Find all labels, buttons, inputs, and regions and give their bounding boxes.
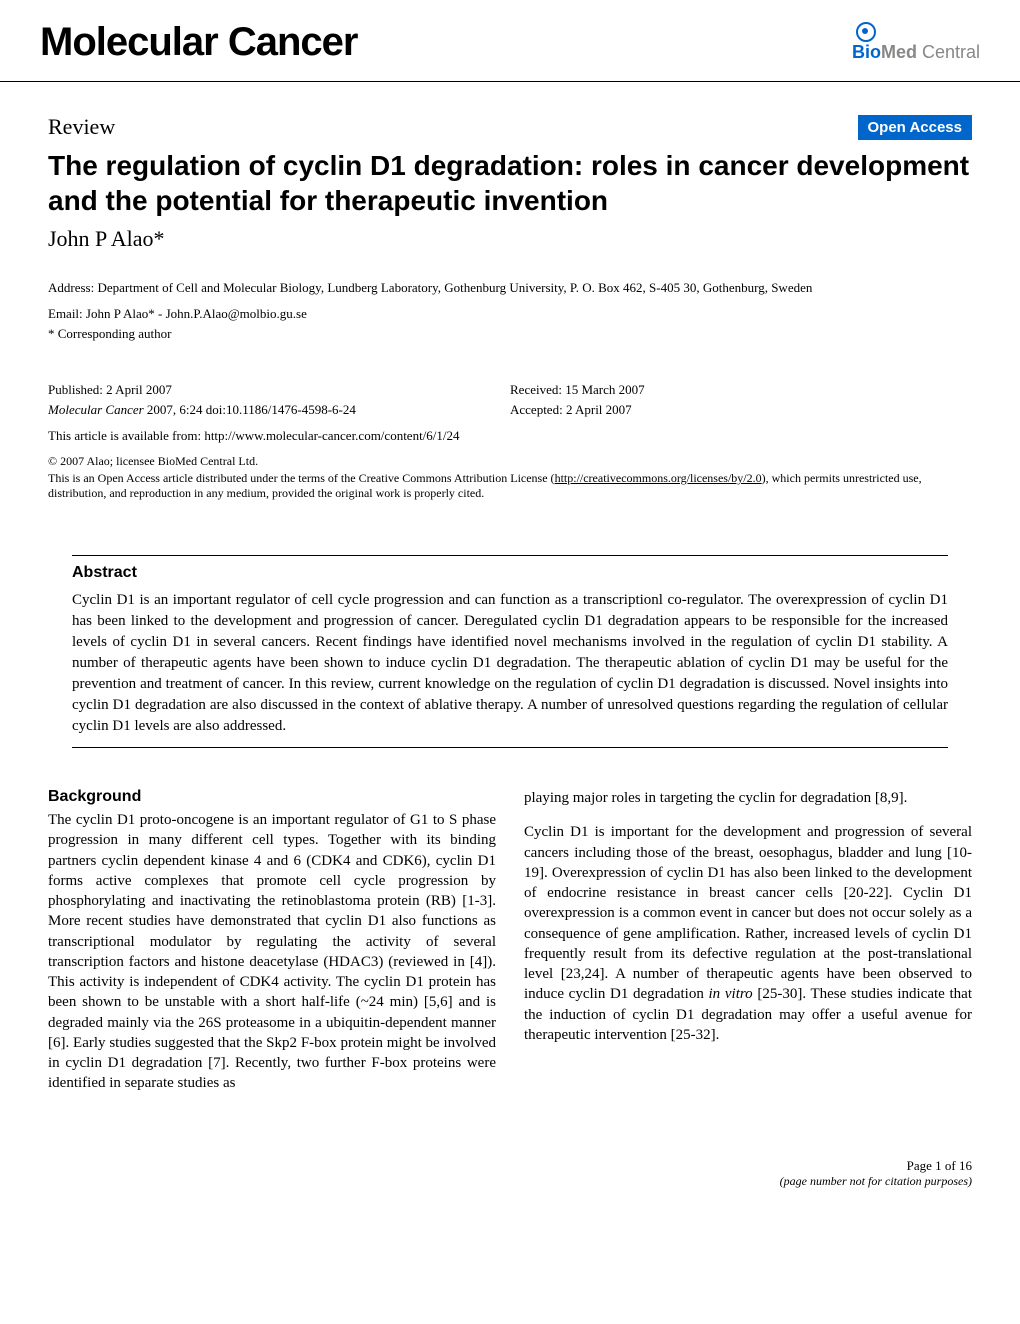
body-left-p1: The cyclin D1 proto-oncogene is an impor… [48,810,496,1094]
review-label: Review [48,114,115,140]
page-footer: Page 1 of 16 (page number not for citati… [0,1108,1020,1209]
logo-bio: Bio [852,42,881,62]
body-column-right: playing major roles in targeting the cyc… [524,788,972,1108]
citation-details: 2007, 6:24 doi:10.1186/1476-4598-6-24 [144,402,356,417]
body-right-text: playing major roles in targeting the cyc… [524,788,972,1045]
body-right-p1: playing major roles in targeting the cyc… [524,788,972,808]
open-access-badge: Open Access [858,115,973,140]
copyright: © 2007 Alao; licensee BioMed Central Ltd… [48,454,972,469]
article-title: The regulation of cyclin D1 degradation:… [48,148,972,218]
abstract-rule-top [72,555,948,556]
author-address: Address: Department of Cell and Molecula… [48,280,972,296]
page-note: (page number not for citation purposes) [48,1174,972,1189]
license-text: This is an Open Access article distribut… [48,471,972,501]
logo-central: Central [917,42,980,62]
body-right-p2a: Cyclin D1 is important for the developme… [524,824,972,1002]
logo-med: Med [881,42,917,62]
accepted-date: Accepted: 2 April 2007 [510,402,972,418]
abstract-section: Abstract Cyclin D1 is an important regul… [72,555,948,748]
abstract-rule-bottom [72,747,948,748]
body-left-text: The cyclin D1 proto-oncogene is an impor… [48,810,496,1094]
author-email: Email: John P Alao* - John.P.Alao@molbio… [48,306,972,322]
published-date: Published: 2 April 2007 [48,382,510,398]
corresponding-note: * Corresponding author [48,326,972,342]
article-front-matter: Review Open Access The regulation of cyc… [0,82,1020,523]
url-prefix: This article is available from: [48,428,204,443]
abstract-heading: Abstract [72,564,948,582]
citation-journal: Molecular Cancer [48,402,144,417]
article-url[interactable]: http://www.molecular-cancer.com/content/… [204,428,459,443]
author-name: John P Alao* [48,226,972,252]
body-right-p2: Cyclin D1 is important for the developme… [524,822,972,1045]
body-column-left: Background The cyclin D1 proto-oncogene … [48,788,496,1108]
license-part1: This is an Open Access article distribut… [48,471,555,485]
biomed-circle-icon [856,22,876,42]
background-heading: Background [48,788,496,806]
publisher-logo: BioMed Central [852,22,980,63]
journal-title: Molecular Cancer [40,20,357,65]
article-url-line: This article is available from: http://w… [48,428,972,444]
in-vitro-italic: in vitro [709,986,753,1002]
citation: Molecular Cancer 2007, 6:24 doi:10.1186/… [48,402,510,418]
received-date: Received: 15 March 2007 [510,382,972,398]
abstract-text: Cyclin D1 is an important regulator of c… [72,590,948,737]
license-link[interactable]: http://creativecommons.org/licenses/by/2… [555,471,762,485]
header-bar: Molecular Cancer BioMed Central [0,0,1020,82]
page-number: Page 1 of 16 [48,1158,972,1174]
body-columns: Background The cyclin D1 proto-oncogene … [0,788,1020,1108]
